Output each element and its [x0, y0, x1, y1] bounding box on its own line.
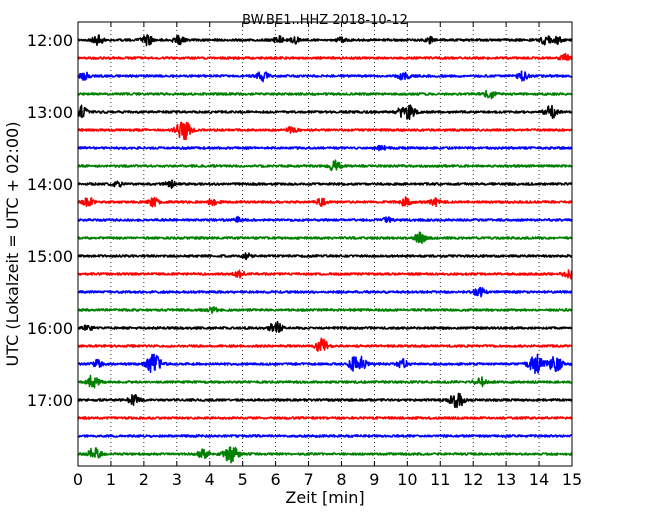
- trace-14:00: [77, 179, 573, 189]
- x-tick-label: 12: [463, 470, 483, 489]
- x-tick-label: 14: [529, 470, 549, 489]
- x-tick-label: 2: [139, 470, 149, 489]
- trace-15:15: [77, 269, 573, 280]
- seismic-traces: [77, 34, 573, 464]
- trace-16:15: [77, 337, 573, 352]
- x-tick-label: 4: [205, 470, 215, 489]
- trace-17:15: [77, 416, 573, 420]
- trace-15:30: [77, 286, 573, 298]
- trace-17:30: [77, 434, 573, 438]
- x-tick-label: 8: [336, 470, 346, 489]
- x-tick-label: 10: [397, 470, 417, 489]
- x-tick-label: 5: [238, 470, 248, 489]
- trace-17:00: [77, 392, 573, 409]
- x-tick-label: 3: [172, 470, 182, 489]
- trace-16:30: [77, 353, 573, 375]
- x-axis-label: Zeit [min]: [285, 488, 364, 507]
- trace-12:45: [77, 89, 573, 100]
- x-tick-label: 9: [369, 470, 379, 489]
- trace-16:00: [77, 320, 573, 333]
- trace-12:15: [77, 52, 573, 61]
- trace-15:00: [77, 252, 573, 261]
- y-tick-label: 14:00: [27, 175, 73, 194]
- x-tick-label: 1: [106, 470, 116, 489]
- trace-13:30: [77, 144, 573, 152]
- x-tick-label: 13: [496, 470, 516, 489]
- y-tick-label: 12:00: [27, 31, 73, 50]
- x-tick-label: 6: [271, 470, 281, 489]
- plot-frame: [77, 21, 573, 467]
- trace-16:45: [77, 374, 573, 389]
- y-axis-label: UTC (Lokalzeit = UTC + 02:00): [3, 122, 22, 367]
- trace-14:30: [77, 215, 573, 224]
- trace-12:00: [77, 34, 573, 47]
- chart-title: BW.BE1..HHZ 2018-10-12: [242, 13, 408, 28]
- x-tick-label: 11: [430, 470, 450, 489]
- trace-13:45: [77, 159, 573, 172]
- trace-15:45: [77, 306, 573, 314]
- y-axis-ticks: 12:00 13:00 14:00 15:00 16:00 17:00: [27, 31, 572, 410]
- y-tick-label: 17:00: [27, 391, 73, 410]
- y-tick-label: 13:00: [27, 103, 73, 122]
- trace-13:15: [77, 121, 573, 141]
- trace-14:15: [77, 196, 573, 208]
- x-axis-ticks: 0 1 2 3 4 5 6 7 8 9 10 11 12 13 14 15: [73, 22, 582, 489]
- x-tick-label: 0: [73, 470, 83, 489]
- trace-12:30: [77, 70, 573, 83]
- y-tick-label: 16:00: [27, 319, 73, 338]
- trace-14:45: [77, 231, 573, 245]
- x-tick-label: 15: [562, 470, 582, 489]
- trace-13:00: [77, 104, 573, 121]
- trace-17:45: [77, 446, 573, 464]
- y-tick-label: 15:00: [27, 247, 73, 266]
- x-tick-label: 7: [303, 470, 313, 489]
